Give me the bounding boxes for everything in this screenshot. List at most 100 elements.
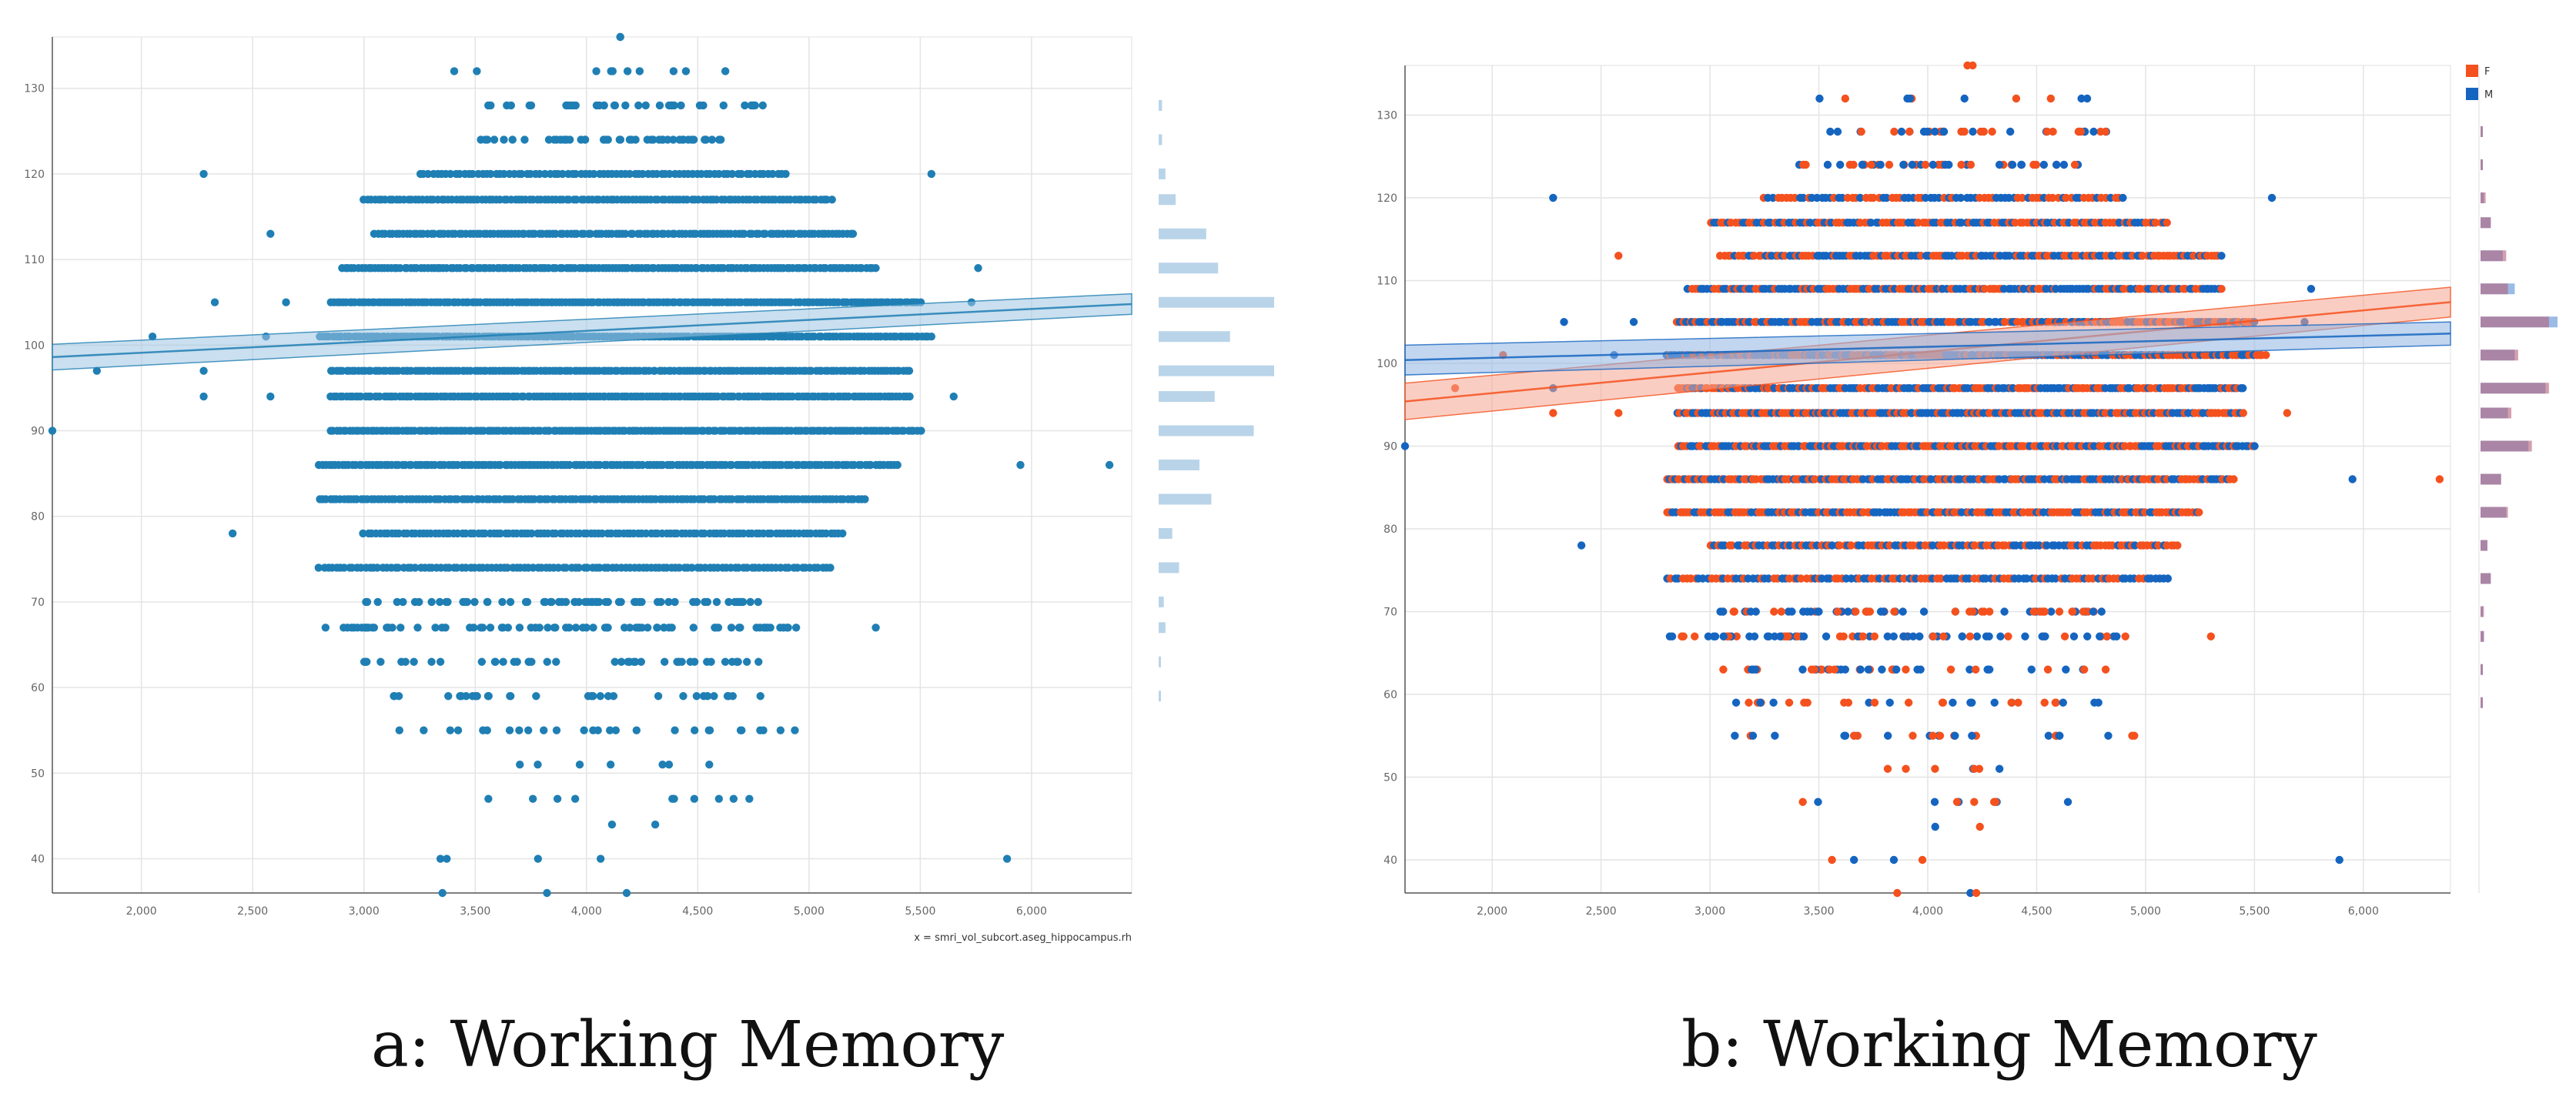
data-point xyxy=(738,597,747,607)
data-point xyxy=(515,624,524,632)
data-point xyxy=(1750,632,1759,640)
data-point xyxy=(574,564,583,572)
data-point xyxy=(589,624,597,632)
data-point-outlier xyxy=(210,298,219,306)
data-point xyxy=(500,135,508,144)
data-point xyxy=(756,692,764,701)
data-point xyxy=(1828,855,1836,865)
histogram-bar xyxy=(1159,99,1163,111)
data-point xyxy=(1718,607,1728,616)
data-point xyxy=(470,597,479,607)
data-point xyxy=(605,726,614,734)
data-point xyxy=(2042,541,2051,550)
data-point-outlier xyxy=(949,392,958,401)
data-point xyxy=(360,624,369,632)
data-point xyxy=(616,135,625,144)
data-point xyxy=(2083,632,2092,640)
data-point xyxy=(1882,193,1891,202)
data-point xyxy=(2250,442,2259,450)
data-point xyxy=(604,624,612,632)
data-point xyxy=(2068,607,2077,616)
data-point xyxy=(689,597,698,607)
data-point xyxy=(1835,541,1844,550)
data-point xyxy=(628,229,637,238)
data-point-outlier xyxy=(871,624,880,632)
x-tick-label: 2,000 xyxy=(1477,905,1507,918)
data-point xyxy=(1826,127,1835,136)
data-point xyxy=(2119,193,2127,202)
x-tick-label: 5,000 xyxy=(794,905,825,918)
data-point xyxy=(506,597,515,607)
data-point xyxy=(516,761,524,769)
data-point xyxy=(638,169,647,179)
data-point xyxy=(1835,160,1845,169)
x-tick-label: 2,000 xyxy=(126,905,157,918)
data-point xyxy=(634,101,643,110)
data-point xyxy=(1835,632,1845,640)
data-point xyxy=(1719,632,1728,640)
data-point xyxy=(1870,698,1879,707)
data-point-outlier xyxy=(266,392,275,401)
data-point xyxy=(677,657,686,666)
data-point xyxy=(570,597,579,607)
data-point xyxy=(413,624,422,632)
data-point xyxy=(1970,798,1979,806)
y-tick-label: 80 xyxy=(31,511,45,523)
data-point xyxy=(1799,632,1808,640)
data-point xyxy=(503,564,512,572)
data-point xyxy=(734,624,744,632)
data-point xyxy=(1946,665,1955,674)
data-point xyxy=(384,624,393,632)
data-point xyxy=(497,624,507,632)
data-point xyxy=(2173,541,2182,550)
histogram-bar-f xyxy=(2481,316,2549,328)
data-point xyxy=(1951,731,1959,740)
data-point xyxy=(1876,160,1885,169)
data-point xyxy=(719,101,728,110)
data-point xyxy=(373,597,382,607)
data-point xyxy=(670,794,678,803)
data-point-outlier xyxy=(1002,854,1012,863)
y-histogram xyxy=(1159,99,1274,702)
data-point xyxy=(1798,798,1807,806)
data-point xyxy=(1909,632,1918,640)
histogram-bar xyxy=(1159,460,1199,470)
histogram-bar-f xyxy=(2481,440,2532,452)
x-tick-label: 3,000 xyxy=(349,905,380,918)
data-point xyxy=(390,692,399,701)
data-point xyxy=(1889,632,1898,640)
data-point xyxy=(2077,94,2086,103)
x-tick-label: 2,500 xyxy=(237,905,268,918)
histogram-bar xyxy=(1159,622,1166,634)
data-point xyxy=(524,726,533,734)
histogram-bar-f xyxy=(2481,507,2508,518)
data-point xyxy=(651,820,660,829)
data-point xyxy=(2021,632,2029,640)
data-point xyxy=(517,169,526,179)
data-point-outlier xyxy=(2335,855,2343,865)
data-point xyxy=(1876,607,1885,616)
y-tick-label: 100 xyxy=(24,339,45,352)
data-point xyxy=(1929,632,1938,640)
scatter-points xyxy=(1400,61,2444,898)
data-point xyxy=(695,101,704,110)
data-point xyxy=(1857,127,1865,136)
data-point xyxy=(1830,665,1838,674)
x-tick-label: 3,500 xyxy=(1803,905,1834,918)
data-point xyxy=(784,564,793,572)
data-point xyxy=(703,597,712,607)
data-point xyxy=(1797,574,1805,583)
histogram-bar xyxy=(1159,228,1206,239)
data-point xyxy=(705,726,714,734)
data-point xyxy=(1890,127,1899,136)
data-point xyxy=(1751,665,1760,674)
data-point xyxy=(1803,607,1812,616)
data-point xyxy=(588,597,597,607)
data-point xyxy=(554,597,564,607)
data-point xyxy=(631,597,641,607)
data-point xyxy=(2090,698,2099,707)
data-point xyxy=(1996,632,2005,640)
histogram-bar-f xyxy=(2481,606,2484,617)
data-point xyxy=(1976,127,1986,136)
data-point xyxy=(1745,698,1753,707)
